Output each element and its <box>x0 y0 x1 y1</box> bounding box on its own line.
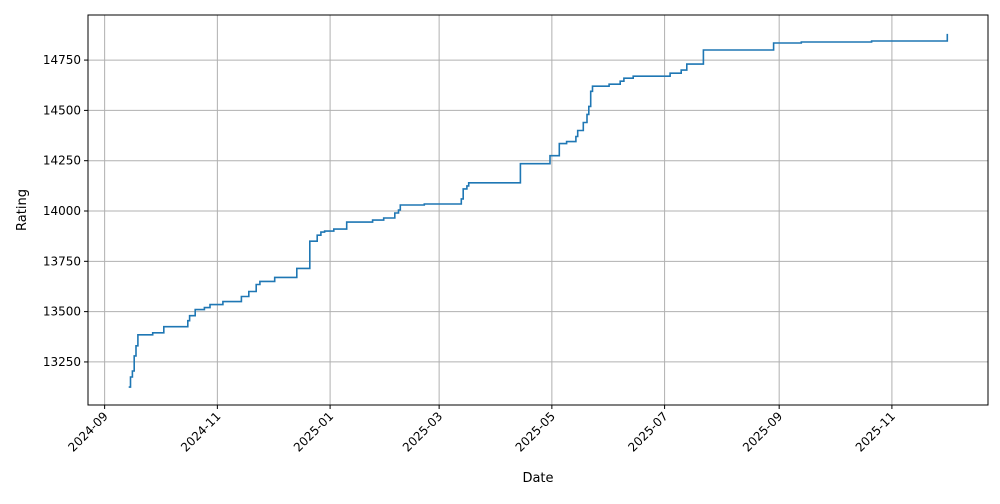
ticks: 2024-09 2024-11 2025-01 2025-03 2025-05 2025-… <box>43 53 898 454</box>
grid <box>88 15 988 405</box>
y-tick-label: 14750 <box>43 53 81 67</box>
y-axis-label: Rating <box>15 189 30 231</box>
x-axis-label: Date <box>522 471 553 486</box>
x-tick-label: 2025-01 <box>291 409 336 454</box>
y-tick-label: 13500 <box>43 305 81 319</box>
y-tick-label: 14000 <box>43 204 81 218</box>
y-tick-label: 14250 <box>43 154 81 168</box>
x-tick-label: 2025-07 <box>625 409 670 454</box>
x-tick-label: 2025-03 <box>400 409 445 454</box>
plot-frame <box>87 14 989 406</box>
x-tick-label: 2025-11 <box>853 409 898 454</box>
x-tick-label: 2025-09 <box>740 409 785 454</box>
x-tick-label: 2024-11 <box>178 409 223 454</box>
y-tick-label: 13250 <box>43 355 81 369</box>
rating-series-line <box>128 33 949 388</box>
x-tick-label: 2024-09 <box>65 409 110 454</box>
y-tick-label: 14500 <box>43 103 81 117</box>
x-tick-label: 2025-05 <box>513 409 558 454</box>
y-tick-label: 13750 <box>43 254 81 268</box>
